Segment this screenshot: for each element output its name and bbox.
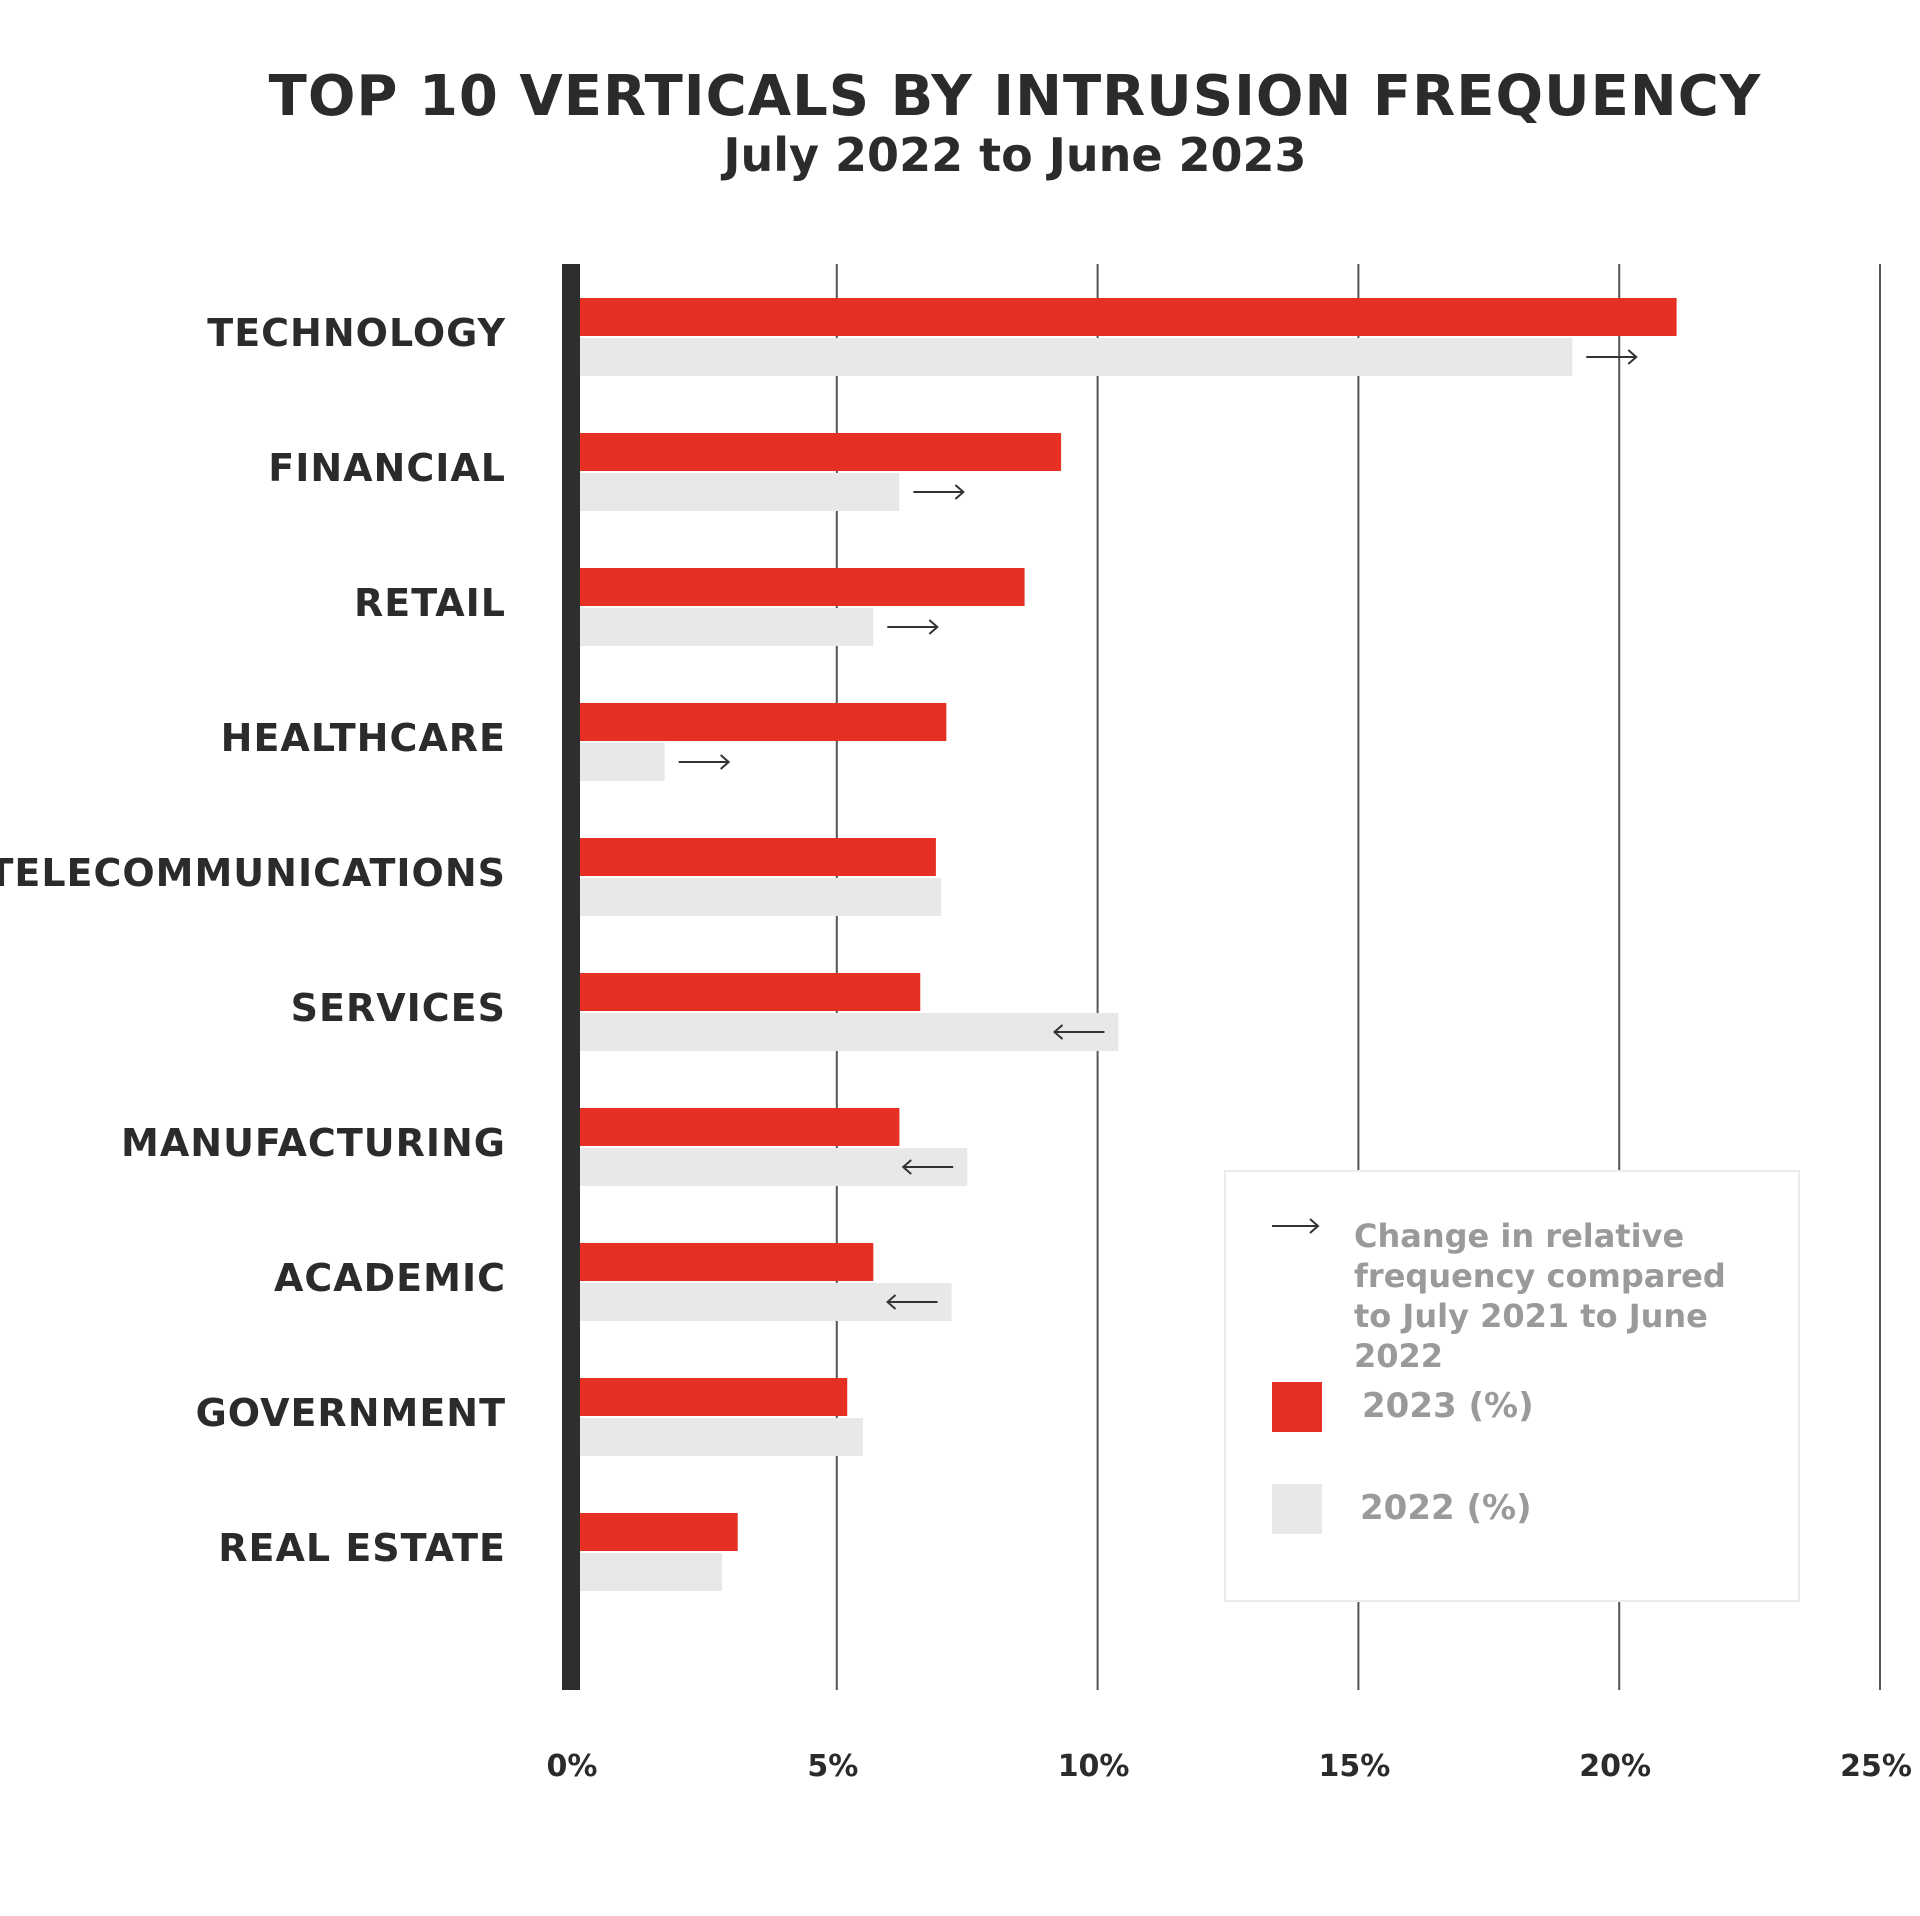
bar-2023-technology [576,298,1677,336]
legend-label-2023: 2023 (%) [1362,1386,1534,1426]
legend-swatch-2023 [1272,1382,1322,1432]
tick-label-15: 15% [1318,1749,1390,1784]
bar-2022-financial [576,473,900,511]
bar-2023-retail [576,568,1025,606]
legend-label-2022: 2022 (%) [1360,1488,1532,1528]
category-label: RETAIL [354,581,506,625]
bar-2022-real-estate [576,1553,723,1591]
change-arrow-up-icon [1586,349,1638,365]
bar-2023-academic [576,1243,874,1281]
tick-label-5: 5% [807,1749,858,1784]
category-label: FINANCIAL [268,446,506,490]
legend-arrow-icon [1272,1218,1320,1234]
bar-2023-services [576,973,921,1011]
change-arrow-down-icon [901,1159,954,1175]
tick-label-0: 0% [547,1749,598,1784]
chart-subtitle: July 2022 to June 2023 [723,128,1307,182]
tick-label-10: 10% [1058,1749,1130,1784]
category-label: TECHNOLOGY [207,311,506,355]
change-arrow-down-icon [886,1294,938,1310]
category-label: HEALTHCARE [221,716,506,760]
category-label: SERVICES [291,986,506,1030]
category-label: ACADEMIC [274,1256,506,1300]
change-arrow-up-icon [887,619,939,635]
bar-2022-healthcare [576,743,665,781]
bar-2023-government [576,1378,848,1416]
category-label: GOVERNMENT [196,1391,506,1435]
bar-2023-healthcare [576,703,947,741]
change-arrow-down-icon [1052,1024,1105,1040]
bar-2022-telecommunications [576,878,942,916]
change-arrow-up-icon [913,484,965,500]
x-axis-baseline [562,264,580,1690]
bar-2022-technology [576,338,1573,376]
bar-2023-manufacturing [576,1108,900,1146]
category-label: TELECOMMUNICATIONS [0,851,506,895]
category-label: MANUFACTURING [121,1121,506,1165]
bar-2022-retail [576,608,874,646]
bar-2022-government [576,1418,863,1456]
legend-swatch-2022 [1272,1484,1322,1534]
legend: Change in relative frequency compared to… [1224,1170,1800,1602]
chart-title: TOP 10 VERTICALS BY INTRUSION FREQUENCY [268,64,1762,129]
tick-label-25: 25% [1840,1749,1912,1784]
legend-arrow-note: Change in relative frequency compared to… [1354,1217,1726,1375]
bar-2022-services [576,1013,1119,1051]
bar-2023-real-estate [576,1513,738,1551]
category-label: REAL ESTATE [218,1526,506,1570]
tick-label-20: 20% [1579,1749,1651,1784]
bar-2023-telecommunications [576,838,936,876]
change-arrow-up-icon [678,754,731,770]
bar-2023-financial [576,433,1062,471]
